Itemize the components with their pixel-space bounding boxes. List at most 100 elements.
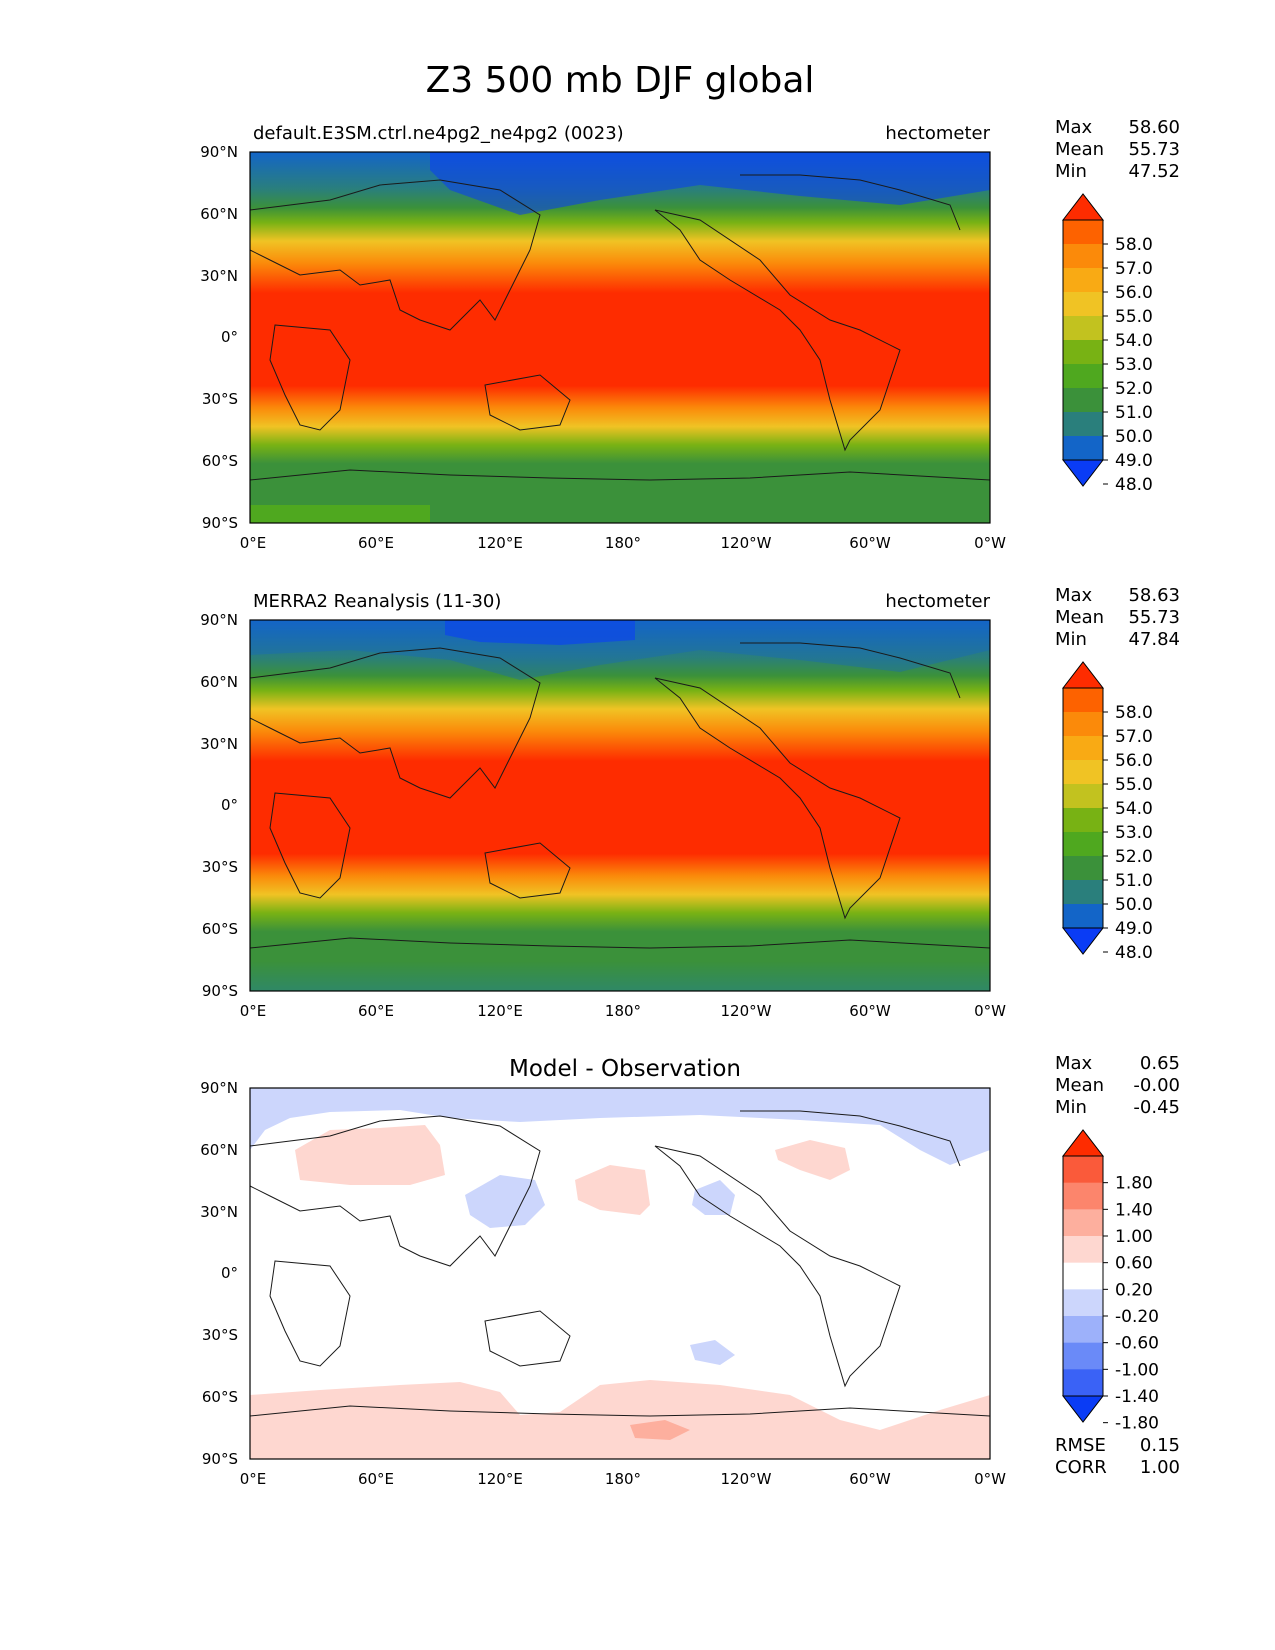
obs-colorbar-tick-label: 50.0 xyxy=(1115,895,1153,915)
model-colorbar-bin xyxy=(1063,412,1103,437)
panel-model: default.E3SM.ctrl.ne4pg2_ne4pg2 (0023) h… xyxy=(200,117,1180,552)
obs-ytick-5: 60°S xyxy=(202,920,238,938)
obs-colorbar-extend-max xyxy=(1061,661,1105,689)
diff-coastlines xyxy=(249,1110,991,1417)
diff-stat-label-min: Min xyxy=(1055,1097,1087,1118)
model-colorbar-tick-label: 50.0 xyxy=(1115,427,1153,447)
model-ytick-2: 30°N xyxy=(200,267,238,285)
model-colorbar-bin xyxy=(1063,388,1103,413)
model-colorbar-tick-label: 52.0 xyxy=(1115,379,1153,399)
diff-stat-value-min: -0.45 xyxy=(1133,1097,1180,1118)
obs-stat-label-min: Min xyxy=(1055,629,1087,650)
diff-center-title: Model - Observation xyxy=(509,1056,741,1082)
diff-colorbar-tick-label: 1.40 xyxy=(1115,1200,1153,1220)
diff-ytick-4: 30°S xyxy=(202,1326,238,1344)
diff-stat-label-max: Max xyxy=(1055,1053,1093,1074)
model-colorbar-bin xyxy=(1063,292,1103,317)
model-colorbar-bin xyxy=(1063,244,1103,269)
model-y-axis: 90°N 60°N 30°N 0° 30°S 60°S 90°S xyxy=(200,143,238,532)
model-ytick-5: 60°S xyxy=(202,452,238,470)
diff-colorbar-tick-label: 1.80 xyxy=(1115,1174,1153,1194)
model-xtick-5: 60°W xyxy=(849,534,891,552)
diff-south-positive-band xyxy=(250,1380,990,1459)
model-colorbar-bin xyxy=(1063,220,1103,245)
obs-colorbar-tick-label: 57.0 xyxy=(1115,727,1153,747)
diff-pacific-positive-region xyxy=(575,1165,650,1215)
obs-colorbar-tick-label: 48.0 xyxy=(1115,943,1153,963)
obs-left-title: MERRA2 Reanalysis (11-30) xyxy=(253,591,501,612)
model-colorbar-tick-label: 51.0 xyxy=(1115,403,1153,423)
diff-colorbar-bin xyxy=(1063,1262,1103,1290)
model-colorbar-tick-label: 55.0 xyxy=(1115,307,1153,327)
model-right-title: hectometer xyxy=(885,123,990,144)
model-ytick-6: 90°S xyxy=(202,514,238,532)
obs-stat-value-min: 47.84 xyxy=(1128,629,1180,650)
obs-colorbar-bin xyxy=(1063,712,1103,737)
model-xtick-4: 120°W xyxy=(721,534,772,552)
diff-stats: Max 0.65 Mean -0.00 Min -0.45 xyxy=(1055,1053,1180,1118)
obs-colorbar-tick-label: 53.0 xyxy=(1115,823,1153,843)
diff-rmse-value: 0.15 xyxy=(1140,1435,1180,1456)
model-field xyxy=(250,152,990,523)
model-stat-label-max: Max xyxy=(1055,117,1093,138)
obs-ytick-1: 60°N xyxy=(200,673,238,691)
model-xtick-6: 0°W xyxy=(974,534,1006,552)
diff-corr-label: CORR xyxy=(1055,1457,1107,1478)
obs-colorbar-tick-label: 54.0 xyxy=(1115,799,1153,819)
diff-colorbar-extend-max xyxy=(1061,1129,1105,1157)
model-colorbar: 58.0 57.0 56.0 55.0 54.0 53.0 52.0 51.0 50.0 49.0… xyxy=(1061,193,1153,495)
diff-stat-value-mean: -0.00 xyxy=(1133,1075,1180,1096)
obs-xtick-3: 180° xyxy=(605,1002,641,1020)
obs-stat-value-max: 58.63 xyxy=(1128,585,1180,606)
figure-title: Z3 500 mb DJF global xyxy=(426,60,815,101)
diff-colorbar-bin xyxy=(1063,1369,1103,1397)
obs-colorbar: 58.0 57.0 56.0 55.0 54.0 53.0 52.0 51.0 50.0 49.0… xyxy=(1061,661,1153,963)
obs-polar-cap xyxy=(250,620,990,680)
diff-colorbar-bin xyxy=(1063,1316,1103,1344)
diff-stat-label-mean: Mean xyxy=(1055,1075,1104,1096)
model-colorbar-bin xyxy=(1063,268,1103,293)
diff-x-axis: 0°E 60°E 120°E 180° 120°W 60°W 0°W xyxy=(240,1470,1006,1488)
model-map-frame xyxy=(249,151,991,524)
diff-corr-value: 1.00 xyxy=(1140,1457,1180,1478)
diff-y-axis: 90°N 60°N 30°N 0° 30°S 60°S 90°S xyxy=(200,1079,238,1468)
obs-xtick-1: 60°E xyxy=(358,1002,394,1020)
model-xtick-3: 180° xyxy=(605,534,641,552)
diff-colorbar-bin xyxy=(1063,1209,1103,1237)
model-ytick-0: 90°N xyxy=(200,143,238,161)
obs-colorbar-tick-label: 52.0 xyxy=(1115,847,1153,867)
model-x-axis: 0°E 60°E 120°E 180° 120°W 60°W 0°W xyxy=(240,534,1006,552)
model-coastlines xyxy=(249,174,991,481)
model-colorbar-bin xyxy=(1063,364,1103,389)
diff-siberia-positive-region xyxy=(295,1125,445,1185)
model-xtick-2: 120°E xyxy=(477,534,523,552)
obs-colorbar-bin xyxy=(1063,808,1103,833)
obs-xtick-5: 60°W xyxy=(849,1002,891,1020)
diff-south-pacific-negative-region xyxy=(690,1340,735,1365)
diff-ytick-0: 90°N xyxy=(200,1079,238,1097)
obs-stat-value-mean: 55.73 xyxy=(1128,607,1180,628)
obs-coastlines xyxy=(249,642,991,949)
diff-colorbar-bin xyxy=(1063,1289,1103,1317)
diff-xtick-6: 0°W xyxy=(974,1470,1006,1488)
model-colorbar-extend-max xyxy=(1061,193,1105,221)
obs-colorbar-bin xyxy=(1063,904,1103,929)
obs-ytick-3: 0° xyxy=(221,796,238,814)
model-colorbar-tick-label: 49.0 xyxy=(1115,451,1153,471)
panel-obs: MERRA2 Reanalysis (11-30) hectometer 90°… xyxy=(200,585,1180,1020)
panel-diff: Model - Observation 90°N 60°N 30°N 0° 30… xyxy=(200,1053,1180,1488)
model-colorbar-tick-label: 48.0 xyxy=(1115,475,1153,495)
diff-colorbar-outline xyxy=(1062,1155,1104,1397)
diff-xtick-5: 60°W xyxy=(849,1470,891,1488)
model-xtick-0: 0°E xyxy=(240,534,267,552)
diff-xtick-3: 180° xyxy=(605,1470,641,1488)
diff-colorbar-tick-label: -0.60 xyxy=(1115,1334,1159,1354)
model-colorbar-extend-min xyxy=(1061,459,1105,487)
diff-ytick-2: 30°N xyxy=(200,1203,238,1221)
obs-xtick-4: 120°W xyxy=(721,1002,772,1020)
diff-colorbar-bin xyxy=(1063,1342,1103,1370)
model-stat-value-mean: 55.73 xyxy=(1128,139,1180,160)
obs-colorbar-tick-label: 58.0 xyxy=(1115,703,1153,723)
diff-north-negative-region xyxy=(250,1088,990,1165)
model-left-title: default.E3SM.ctrl.ne4pg2_ne4pg2 (0023) xyxy=(253,123,624,144)
